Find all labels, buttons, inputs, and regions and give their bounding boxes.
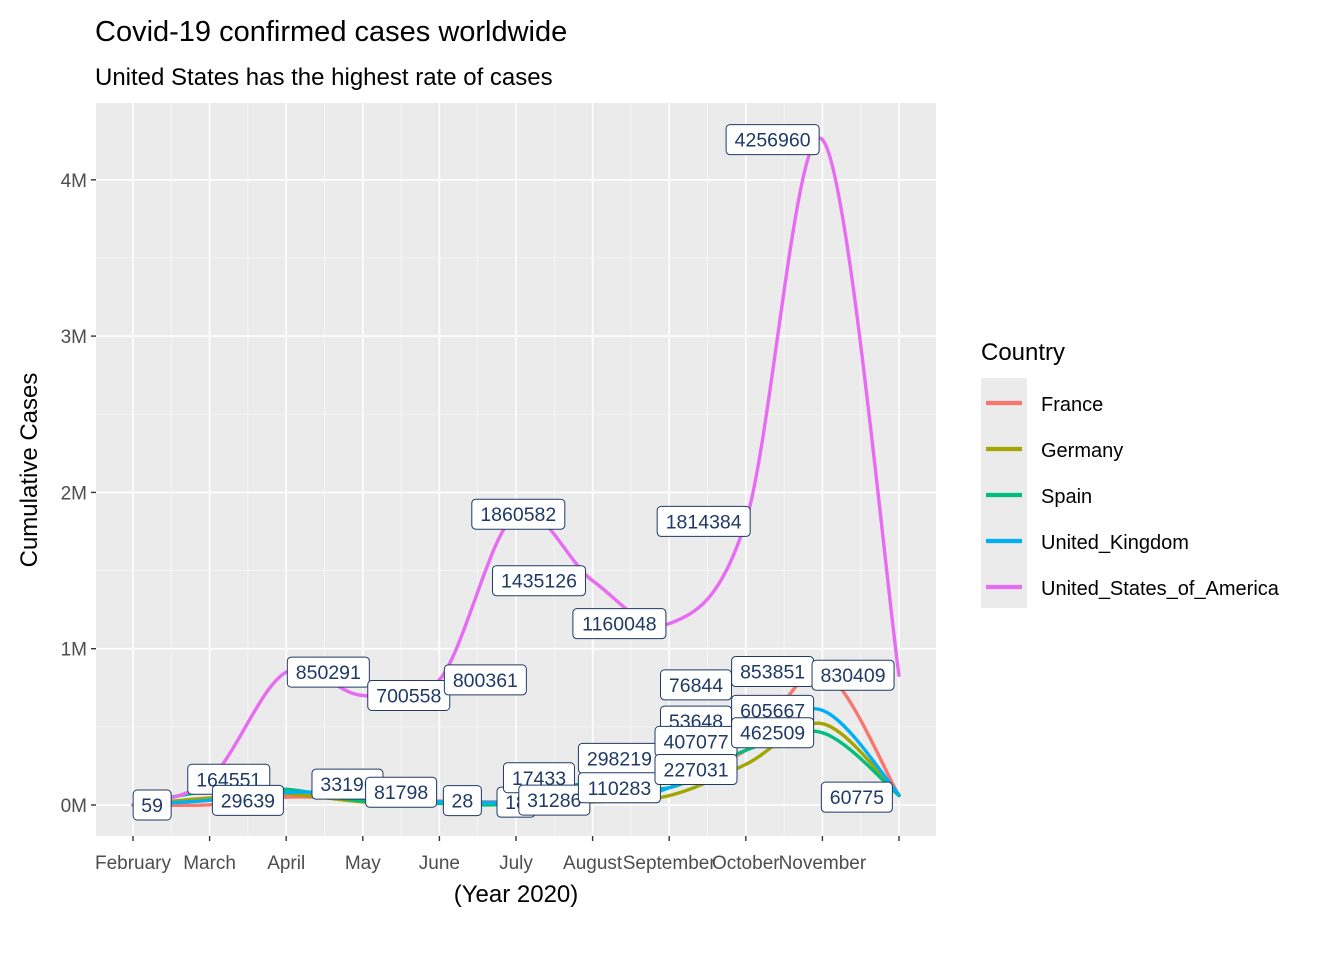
data-label: 4256960 bbox=[725, 124, 820, 156]
data-label-box bbox=[654, 754, 738, 786]
data-label-box bbox=[491, 565, 586, 597]
x-tick-label: September bbox=[623, 853, 717, 874]
data-label: 1814384 bbox=[656, 505, 751, 537]
data-label-text: 33196 bbox=[320, 774, 374, 796]
data-label-box bbox=[811, 659, 895, 691]
data-label-text: 17433 bbox=[512, 768, 566, 790]
data-label: 800361 bbox=[443, 664, 527, 696]
data-label: 110283 bbox=[577, 772, 661, 804]
x-tick-label: May bbox=[345, 853, 381, 874]
data-label-text: 853851 bbox=[740, 662, 805, 684]
data-label-text: 81798 bbox=[374, 782, 428, 804]
data-label: 31286 bbox=[518, 784, 591, 816]
data-label: 59 bbox=[132, 789, 172, 821]
data-label: 29639 bbox=[211, 784, 284, 816]
legend-entry-germany: Germany bbox=[1041, 440, 1123, 462]
data-label: 853851 bbox=[731, 656, 815, 688]
data-label-text: 1860582 bbox=[480, 504, 556, 526]
data-label-text: 227031 bbox=[663, 760, 728, 782]
data-label-box bbox=[572, 608, 667, 640]
x-tick-label: November bbox=[779, 853, 867, 874]
data-label: 850291 bbox=[286, 656, 370, 688]
series-line-united-states-of-america bbox=[131, 136, 901, 807]
legend-entry-united-states-of-america: United_States_of_America bbox=[1041, 578, 1280, 600]
legend-entry-spain: Spain bbox=[1041, 486, 1092, 508]
data-label-text: 110283 bbox=[588, 778, 652, 800]
data-label: 227031 bbox=[654, 754, 738, 786]
data-label-text: 60775 bbox=[830, 787, 884, 809]
data-label: 407077 bbox=[654, 725, 738, 757]
data-label-box bbox=[443, 664, 527, 696]
data-label: 462509 bbox=[731, 717, 815, 749]
y-tick-label: 4M bbox=[61, 171, 87, 192]
data-label-text: 59 bbox=[141, 795, 163, 817]
data-label: 1435126 bbox=[491, 565, 586, 597]
grid-major bbox=[96, 103, 936, 836]
x-tick-label: October bbox=[712, 853, 780, 874]
legend-title: Country bbox=[981, 339, 1065, 366]
y-tick-label: 0M bbox=[61, 796, 87, 817]
x-axis-title: (Year 2020) bbox=[454, 881, 579, 908]
data-label-box bbox=[731, 717, 815, 749]
data-label-box bbox=[577, 772, 661, 804]
data-label-box bbox=[367, 680, 451, 712]
data-label: 81798 bbox=[365, 776, 438, 808]
data-label-text: 605667 bbox=[740, 700, 805, 722]
data-label-text: 462509 bbox=[740, 723, 805, 745]
data-label-text: 800361 bbox=[453, 670, 518, 692]
chart-subtitle: United States has the highest rate of ca… bbox=[95, 64, 553, 91]
y-axis-title: Cumulative Cases bbox=[16, 373, 43, 568]
data-label-text: 1814384 bbox=[666, 511, 742, 533]
data-label-box bbox=[660, 669, 733, 701]
data-label: 298219 bbox=[577, 742, 661, 774]
data-label-text: 1435126 bbox=[501, 571, 577, 593]
data-label-text: 298219 bbox=[587, 748, 652, 770]
y-tick-label: 3M bbox=[61, 327, 87, 348]
data-label-text: 700558 bbox=[376, 686, 441, 708]
data-label-text: 1160048 bbox=[582, 614, 656, 636]
y-tick-label: 1M bbox=[61, 640, 87, 661]
data-label-box bbox=[725, 124, 820, 156]
y-axis-ticks: 0M 1M 2M 3M 4M bbox=[61, 171, 96, 817]
data-label-text: 29639 bbox=[221, 790, 275, 812]
data-label-text: 4256960 bbox=[735, 130, 811, 152]
data-label: 1860582 bbox=[471, 498, 566, 530]
data-label: 60775 bbox=[820, 781, 893, 813]
x-tick-label: February bbox=[95, 853, 172, 874]
data-label: 76844 bbox=[660, 669, 733, 701]
data-label: 700558 bbox=[367, 680, 451, 712]
data-label-text: 850291 bbox=[296, 662, 361, 684]
x-tick-label: June bbox=[419, 853, 460, 874]
data-label-box bbox=[820, 781, 893, 813]
x-axis-ticks: February March April May June July August Septe… bbox=[95, 836, 900, 874]
x-tick-label: March bbox=[183, 853, 236, 874]
data-label-box bbox=[442, 785, 482, 817]
legend: Country France Germany Spain United_Kingdom… bbox=[981, 339, 1280, 608]
data-label-box bbox=[211, 784, 284, 816]
data-label-text: 28 bbox=[452, 791, 474, 813]
x-tick-label: July bbox=[499, 853, 533, 874]
data-label-box bbox=[471, 498, 566, 530]
data-label-text: 407077 bbox=[663, 731, 728, 753]
legend-entry-france: France bbox=[1041, 394, 1103, 416]
data-label: 164551 bbox=[187, 763, 271, 795]
legend-entry-united-kingdom: United_Kingdom bbox=[1041, 532, 1189, 554]
data-label: 1160048 bbox=[572, 608, 667, 640]
data-label-box bbox=[286, 656, 370, 688]
x-tick-label: April bbox=[267, 853, 305, 874]
data-label-box bbox=[132, 789, 172, 821]
y-tick-label: 2M bbox=[61, 483, 87, 504]
x-tick-label: August bbox=[563, 853, 623, 874]
data-label-box bbox=[365, 776, 438, 808]
data-label-text: 76844 bbox=[669, 675, 723, 697]
data-label-box bbox=[656, 505, 751, 537]
data-label: 830409 bbox=[811, 659, 895, 691]
data-label: 28 bbox=[442, 785, 482, 817]
data-label-text: 830409 bbox=[821, 665, 886, 687]
data-label-text: 31286 bbox=[527, 790, 581, 812]
chart-title: Covid-19 confirmed cases worldwide bbox=[95, 16, 567, 48]
